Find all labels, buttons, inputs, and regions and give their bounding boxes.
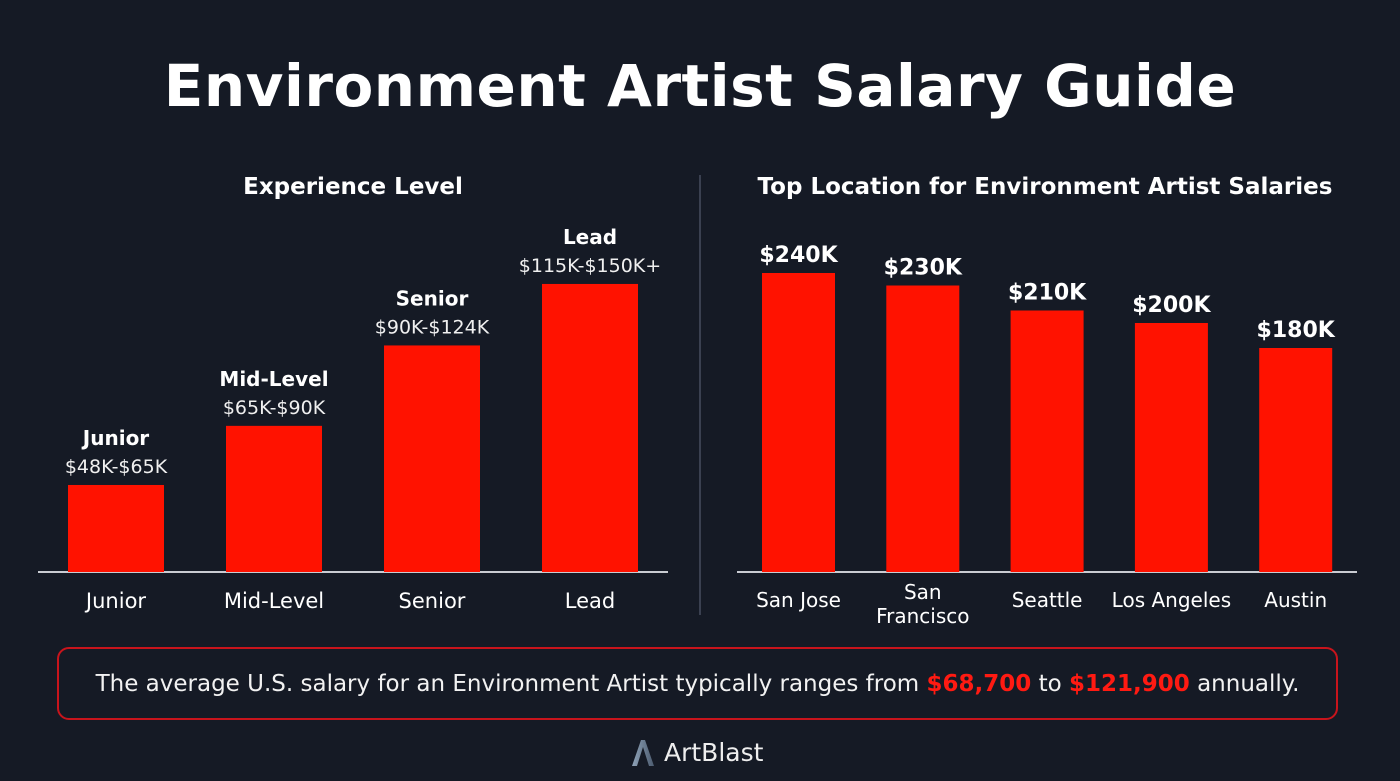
bar-san-jose <box>762 273 835 572</box>
x-tick-label: Mid-Level <box>224 589 324 613</box>
data-label-range: $115K-$150K+ <box>519 255 661 277</box>
note-text-end: annually. <box>1189 670 1300 697</box>
data-label-value: $180K <box>1257 318 1336 343</box>
bar-los-angeles <box>1134 323 1208 572</box>
x-tick-label: Lead <box>565 589 615 613</box>
data-label-name: Junior <box>81 426 150 450</box>
bar-lead <box>542 283 638 572</box>
note-low-value: $68,700 <box>926 670 1032 697</box>
bar-mid-level <box>226 425 322 572</box>
bar-junior <box>68 484 164 572</box>
x-tick-label: San Jose <box>756 588 841 612</box>
average-salary-note: The average U.S. salary for an Environme… <box>57 647 1338 720</box>
bar-seattle <box>1010 310 1084 572</box>
data-label-value: $230K <box>884 256 963 281</box>
data-label-range: $90K-$124K <box>375 316 490 338</box>
note-text-mid: to <box>1031 670 1069 697</box>
data-label-name: Lead <box>563 225 617 249</box>
x-tick-label: Austin <box>1264 588 1327 612</box>
a-logo-icon <box>632 739 654 766</box>
note-high-value: $121,900 <box>1069 670 1190 697</box>
x-tick-label: Francisco <box>876 604 969 628</box>
x-tick-label: Junior <box>84 589 146 613</box>
chart-divider <box>699 175 701 615</box>
experience-chart-title: Experience Level <box>243 174 463 200</box>
data-label-value: $210K <box>1008 281 1087 306</box>
bar-senior <box>384 345 480 572</box>
location-chart-title: Top Location for Environment Artist Sala… <box>757 174 1333 200</box>
bar-san-francisco <box>886 285 960 572</box>
data-label-name: Mid-Level <box>219 367 328 391</box>
page-title: Environment Artist Salary Guide <box>163 52 1237 120</box>
bar-austin <box>1259 348 1333 572</box>
data-label-value: $240K <box>759 243 838 268</box>
data-label-name: Senior <box>396 286 469 310</box>
x-tick-label: San <box>904 580 942 604</box>
x-tick-label: Senior <box>399 589 466 613</box>
brand-logo: ArtBlast <box>630 738 763 767</box>
data-label-range: $48K-$65K <box>65 456 168 478</box>
note-text: The average U.S. salary for an Environme… <box>95 670 927 697</box>
x-tick-label: Seattle <box>1012 588 1083 612</box>
x-tick-label: Los Angeles <box>1112 588 1231 612</box>
brand-name: ArtBlast <box>664 738 764 767</box>
data-label-value: $200K <box>1132 293 1211 318</box>
data-label-range: $65K-$90K <box>223 397 326 419</box>
